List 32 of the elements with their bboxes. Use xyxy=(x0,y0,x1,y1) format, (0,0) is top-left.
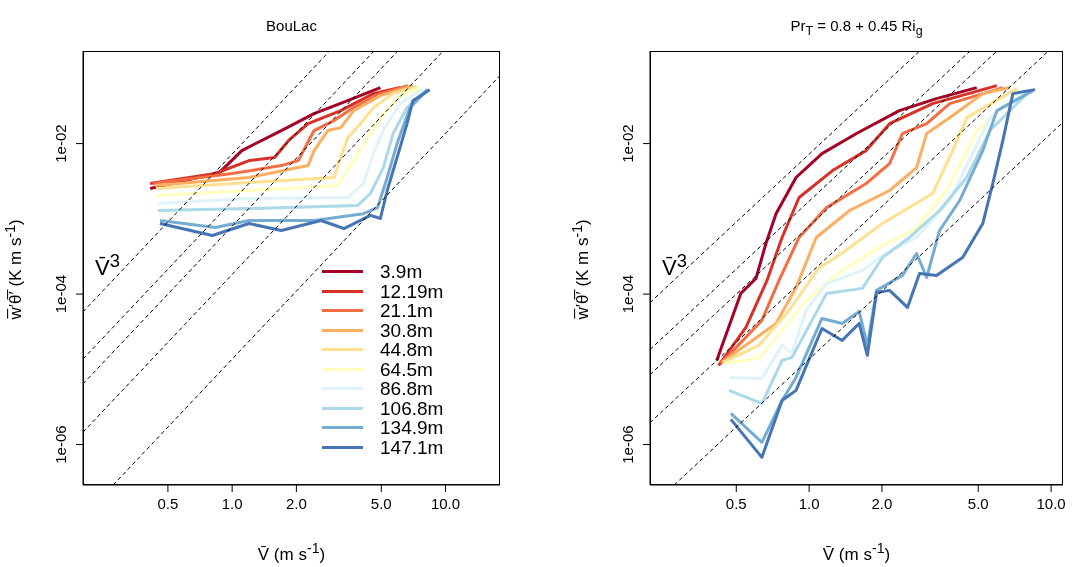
x-tick-label: 10.0 xyxy=(430,494,461,512)
legend-label: 21.1m xyxy=(380,300,433,321)
y-tick-label: 1e-04 xyxy=(52,274,69,314)
x-tick-label: 2.0 xyxy=(871,494,893,512)
x-tick-label: 2.0 xyxy=(285,494,307,512)
y-tick-label: 1e-04 xyxy=(619,274,636,314)
x-tick-label: 1.0 xyxy=(221,494,243,512)
legend-label: 86.8m xyxy=(380,378,433,399)
legend-label: 3.9m xyxy=(380,261,423,282)
legend-label: 106.8m xyxy=(380,397,444,419)
x-tick-label: 5.0 xyxy=(967,494,989,512)
legend-label: 147.1m xyxy=(380,436,444,458)
annotation: V̄$^{3}$ xyxy=(95,250,120,282)
x-axis-title: V̄ (m s$^{-1}$) xyxy=(256,540,327,565)
annotation: V̄$^{3}$ xyxy=(662,250,687,282)
legend-label: 64.5m xyxy=(380,358,433,380)
x-tick-label: 1.0 xyxy=(798,494,820,512)
y-tick-label: 1e-02 xyxy=(619,124,636,163)
chart-title: BouLac xyxy=(265,17,318,34)
x-axis-title: V̄ (m s$^{-1}$) xyxy=(821,540,892,565)
chart-title: Pr$_{T}$ = 0.8 + 0.45 Ri$_{g}$ xyxy=(789,17,924,38)
legend-label: 30.8m xyxy=(380,319,433,341)
y-tick-label: 1e-06 xyxy=(52,425,69,464)
legend-label: 134.9m xyxy=(380,417,444,438)
x-tick-label: 10.0 xyxy=(1036,494,1066,512)
x-tick-label: 0.5 xyxy=(157,494,179,512)
y-tick-label: 1e-02 xyxy=(52,124,69,163)
legend-label: 44.8m xyxy=(380,339,433,360)
x-tick-label: 5.0 xyxy=(370,494,392,512)
legend-label: 12.19m xyxy=(380,280,444,302)
x-tick-label: 0.5 xyxy=(725,494,747,512)
y-tick-label: 1e-06 xyxy=(619,425,636,464)
